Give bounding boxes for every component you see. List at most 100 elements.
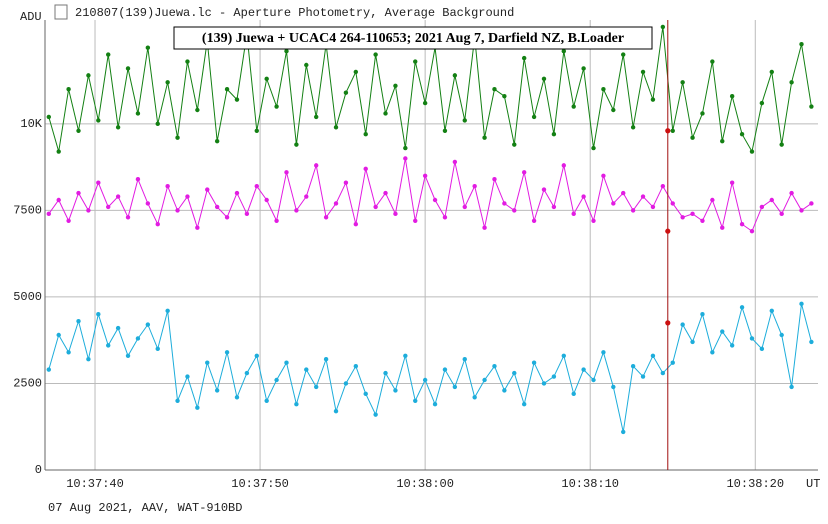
data-point xyxy=(442,128,448,133)
data-point xyxy=(749,149,755,154)
data-point xyxy=(521,55,527,61)
data-point xyxy=(621,190,626,196)
data-point xyxy=(630,208,636,213)
data-point xyxy=(492,363,497,369)
data-point xyxy=(373,412,378,417)
data-point xyxy=(482,377,487,383)
data-point xyxy=(759,100,765,106)
data-point xyxy=(343,90,349,95)
data-point xyxy=(442,215,448,220)
data-point xyxy=(452,159,458,165)
data-point xyxy=(323,357,329,362)
data-point xyxy=(145,45,151,50)
data-point xyxy=(541,76,547,82)
data-point xyxy=(353,222,359,227)
data-point xyxy=(343,381,349,386)
data-point xyxy=(135,336,141,341)
data-point xyxy=(284,48,289,54)
data-point xyxy=(502,388,507,393)
data-point xyxy=(66,87,71,92)
data-point xyxy=(145,322,151,327)
x-tick-label: 10:37:40 xyxy=(66,477,124,491)
data-point xyxy=(422,100,428,106)
data-point xyxy=(571,211,576,217)
data-point xyxy=(452,384,458,390)
y-tick-label: 10K xyxy=(20,117,42,131)
x-axis-label: UT xyxy=(806,477,820,491)
data-point xyxy=(581,367,586,372)
data-point xyxy=(512,142,517,147)
data-point xyxy=(115,125,121,130)
data-point xyxy=(640,194,646,199)
data-point xyxy=(393,83,398,88)
data-point xyxy=(413,59,418,64)
data-point xyxy=(363,166,368,172)
data-point xyxy=(76,318,81,324)
data-point xyxy=(76,128,81,133)
data-point xyxy=(86,73,91,78)
data-point xyxy=(581,194,586,199)
data-point xyxy=(739,132,745,137)
data-point xyxy=(56,332,61,338)
data-point xyxy=(66,218,71,223)
data-point xyxy=(670,201,675,206)
data-point xyxy=(541,381,547,386)
data-point xyxy=(264,76,269,82)
data-point xyxy=(660,183,666,189)
data-point xyxy=(680,80,685,85)
data-point xyxy=(314,384,319,390)
data-point xyxy=(581,66,586,71)
data-point xyxy=(591,145,596,151)
data-point xyxy=(333,125,339,130)
data-point xyxy=(145,201,151,206)
data-point xyxy=(106,343,111,348)
data-point xyxy=(294,142,299,147)
data-point xyxy=(749,336,755,341)
data-point xyxy=(621,429,626,435)
data-point xyxy=(611,384,616,390)
data-point xyxy=(403,156,408,161)
data-point xyxy=(502,201,507,206)
data-point xyxy=(799,42,804,47)
data-point xyxy=(611,107,616,113)
data-point xyxy=(214,204,220,210)
series-line xyxy=(48,158,812,232)
data-point xyxy=(353,69,359,75)
data-point xyxy=(393,211,398,217)
data-point xyxy=(462,204,467,210)
data-point xyxy=(472,183,477,189)
data-point xyxy=(125,353,131,358)
data-point xyxy=(46,367,51,372)
data-point xyxy=(541,187,547,192)
window-title: 210807(139)Juewa.lc - Aperture Photometr… xyxy=(75,6,514,20)
data-point xyxy=(333,408,339,414)
data-point xyxy=(769,197,774,203)
data-point xyxy=(521,402,527,407)
data-point xyxy=(779,211,784,217)
data-point xyxy=(640,374,646,379)
data-point xyxy=(115,194,121,199)
chart-title: (139) Juewa + UCAC4 264-110653; 2021 Aug… xyxy=(202,31,624,46)
data-point xyxy=(224,215,230,220)
data-point xyxy=(314,163,319,168)
title-box xyxy=(173,26,653,50)
data-point xyxy=(601,350,606,355)
data-point xyxy=(175,208,180,213)
y-tick-label: 7500 xyxy=(13,204,42,218)
plot-area: 0 2500 5000 7500 10K 10:37:40 10:37:50 10:38:00… xyxy=(13,20,818,491)
data-point xyxy=(115,325,121,331)
data-point xyxy=(422,377,428,383)
data-point xyxy=(462,118,467,123)
data-point xyxy=(185,59,190,64)
data-point xyxy=(274,377,279,383)
data-point xyxy=(561,163,566,168)
data-point xyxy=(551,204,557,210)
data-point xyxy=(690,339,695,345)
data-point xyxy=(502,93,507,99)
data-point xyxy=(611,201,616,206)
data-point xyxy=(373,52,378,57)
x-tick-label: 10:37:50 xyxy=(231,477,289,491)
y-tick-label: 5000 xyxy=(13,290,42,304)
y-tick-label: 2500 xyxy=(13,377,42,391)
